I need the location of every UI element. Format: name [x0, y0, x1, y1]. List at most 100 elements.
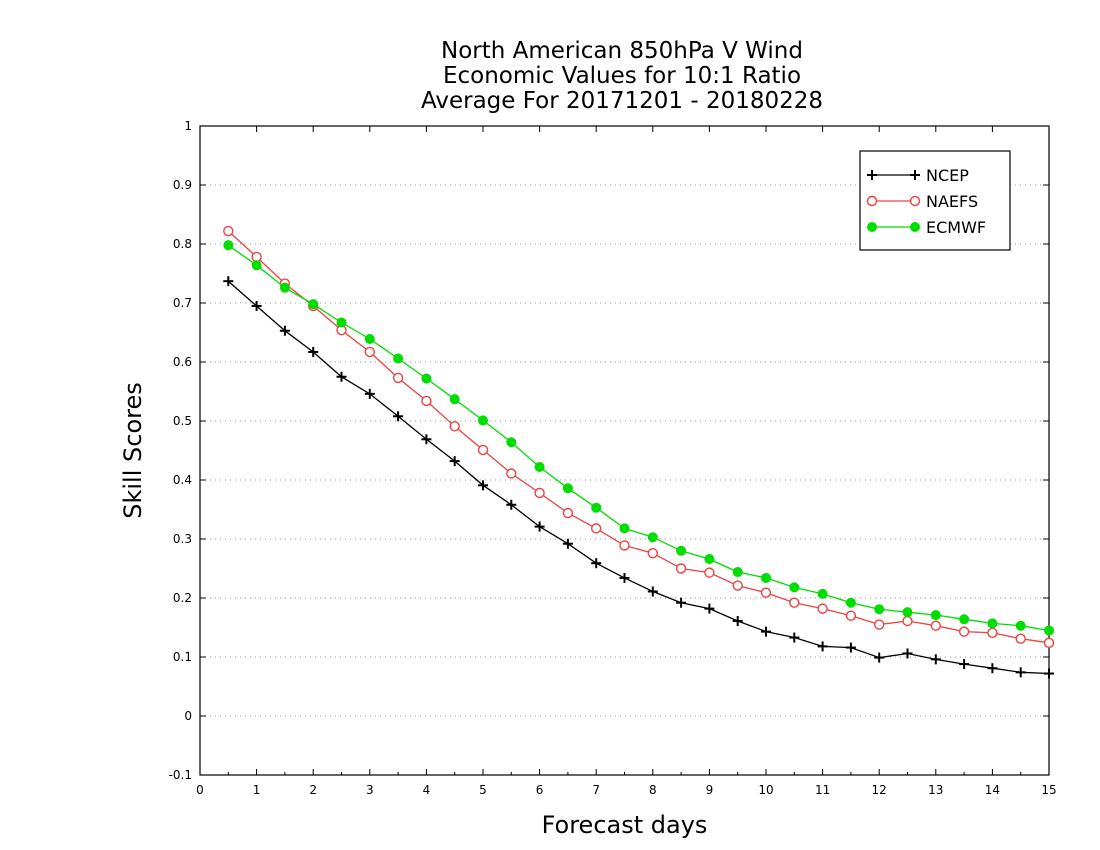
data-point-naefs [449, 421, 460, 432]
data-point-ncep [732, 616, 743, 627]
data-point-naefs [874, 619, 885, 630]
data-point-ncep [251, 300, 262, 311]
x-tick-label: 11 [815, 783, 830, 797]
legend-label-ecmwf: ECMWF [926, 218, 986, 237]
legend: NCEP NAEFS ECMWF [859, 150, 1011, 251]
data-point-ncep [393, 411, 404, 422]
y-tick-label: 1 [184, 119, 192, 133]
y-tick-label: 0.3 [173, 532, 192, 546]
data-point-naefs [817, 603, 828, 614]
legend-item-naefs: NAEFS [866, 192, 978, 211]
legend-marker-ecmwf [910, 222, 920, 232]
x-tick-label: 12 [872, 783, 887, 797]
data-point-naefs [732, 580, 743, 591]
x-tick-label: 0 [196, 783, 204, 797]
data-point-ncep [279, 325, 290, 336]
data-point-ecmwf [1015, 620, 1026, 631]
data-point-ncep [619, 572, 630, 583]
data-point-ncep [959, 659, 970, 670]
data-point-ecmwf [506, 437, 517, 448]
data-point-ecmwf [930, 610, 941, 621]
data-point-ecmwf [647, 532, 658, 543]
x-tick-label: 8 [649, 783, 657, 797]
x-tick-label: 15 [1041, 783, 1056, 797]
x-tick-label: 1 [253, 783, 261, 797]
data-point-ncep [789, 632, 800, 643]
y-tick-label: 0.9 [173, 178, 192, 192]
legend-marker-naefs [909, 195, 921, 207]
data-point-ecmwf [817, 588, 828, 599]
data-point-ncep [902, 648, 913, 659]
y-axis-label: Skill Scores [119, 382, 147, 519]
data-point-ecmwf [279, 282, 290, 293]
data-point-ncep [534, 521, 545, 532]
data-point-ecmwf [704, 554, 715, 565]
data-point-ecmwf [534, 462, 545, 473]
data-point-naefs [392, 372, 404, 384]
legend-marker-ecmwf [867, 222, 877, 232]
data-point-ncep [308, 346, 319, 357]
data-point-naefs [534, 487, 545, 499]
data-point-ecmwf [562, 483, 573, 494]
data-point-ecmwf [591, 502, 602, 513]
x-tick-label: 13 [928, 783, 943, 797]
data-point-ecmwf [421, 373, 432, 384]
data-point-ecmwf [336, 317, 347, 328]
data-point-ecmwf [987, 618, 998, 629]
series-line-ncep [227, 280, 1050, 675]
data-point-naefs [619, 540, 630, 551]
data-point-naefs [364, 346, 375, 358]
data-point-naefs [845, 610, 857, 621]
legend-label-naefs: NAEFS [926, 192, 978, 211]
data-point-ecmwf [223, 240, 234, 251]
data-point-ncep [223, 276, 234, 287]
data-point-naefs [760, 587, 772, 598]
legend-label-ncep: NCEP [926, 166, 969, 185]
data-point-ecmwf [789, 582, 800, 593]
data-point-ecmwf [393, 353, 404, 364]
data-point-ecmwf [959, 614, 970, 625]
y-tick-label: 0.5 [173, 414, 192, 428]
data-point-ncep [478, 480, 488, 491]
y-tick-label: 0.1 [173, 650, 192, 664]
data-point-ncep [336, 371, 347, 382]
title-line-2: Economic Values for 10:1 Ratio [443, 63, 801, 89]
data-point-naefs [675, 563, 687, 574]
data-point-naefs [902, 615, 913, 627]
data-point-ncep [647, 586, 658, 597]
x-axis-label: Forecast days [542, 811, 708, 839]
data-point-ecmwf [845, 597, 856, 608]
x-tick-label: 10 [758, 783, 773, 797]
y-tick-label: -0.1 [169, 768, 192, 782]
data-point-naefs [251, 251, 262, 263]
data-point-naefs [1015, 633, 1026, 644]
data-point-naefs [1043, 637, 1055, 649]
legend-item-ecmwf: ECMWF [867, 218, 986, 237]
data-point-ecmwf [874, 604, 885, 615]
x-tick-label: 3 [366, 783, 374, 797]
y-tick-label: 0.6 [173, 355, 192, 369]
x-tick-label: 6 [536, 783, 544, 797]
y-tick-label: 0.8 [173, 237, 192, 251]
legend-marker-ncep [910, 170, 920, 180]
data-point-naefs [987, 627, 998, 639]
data-point-ecmwf [902, 607, 913, 618]
gridlines [200, 184, 1049, 717]
data-point-ncep [930, 654, 941, 665]
data-point-ecmwf [761, 572, 771, 583]
data-point-naefs [421, 395, 432, 407]
data-point-ecmwf [449, 394, 460, 405]
x-tick-label: 5 [479, 783, 487, 797]
data-point-ecmwf [676, 545, 687, 556]
data-point-naefs [591, 523, 602, 534]
data-point-naefs [223, 225, 234, 237]
data-point-ncep [761, 626, 771, 637]
legend-marker-naefs [866, 195, 878, 207]
data-point-ncep [817, 641, 828, 652]
y-tick-label: 0 [184, 709, 192, 723]
data-point-ecmwf [619, 523, 630, 534]
series-naefs [223, 225, 1055, 649]
y-tick-label: 0.2 [173, 591, 192, 605]
series-ecmwf [223, 240, 1054, 636]
